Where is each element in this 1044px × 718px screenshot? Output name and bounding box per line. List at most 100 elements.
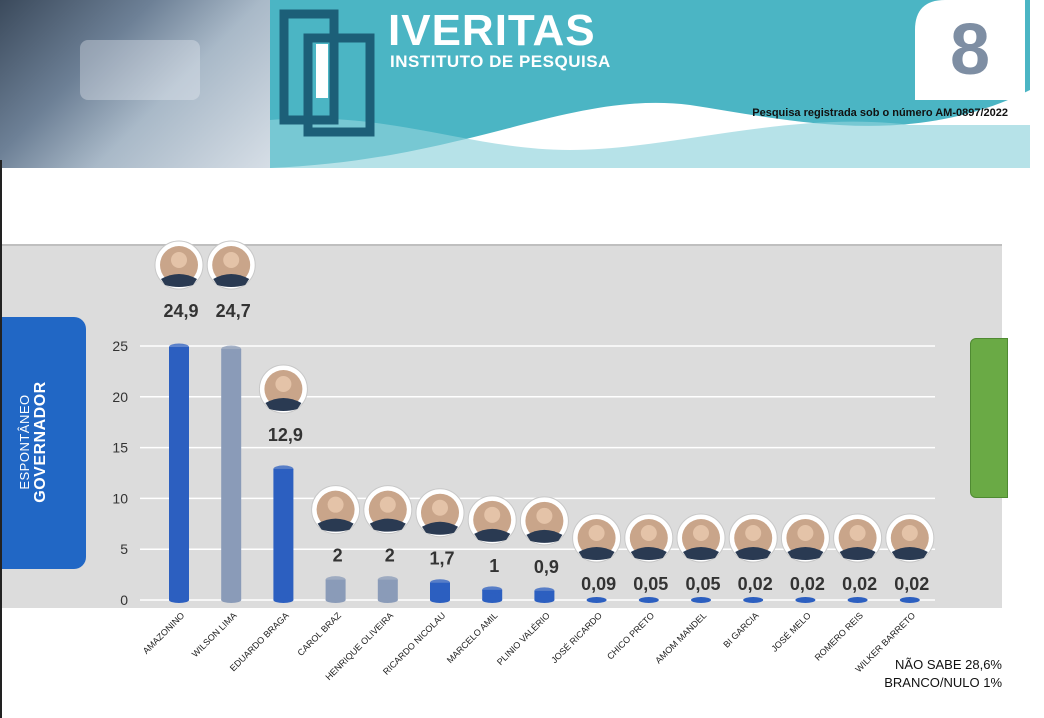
bar-top xyxy=(325,576,346,584)
candidate-suit xyxy=(265,398,302,411)
header-band xyxy=(270,0,1030,168)
candidate-head xyxy=(640,525,657,541)
bar xyxy=(534,590,555,600)
candidate-head xyxy=(536,507,553,524)
y-tick-label: 15 xyxy=(112,440,128,456)
candidate-suit xyxy=(474,528,511,542)
data-label: 2 xyxy=(333,546,343,566)
bar-base xyxy=(847,597,868,603)
y-tick-label: 10 xyxy=(112,490,128,506)
bar-top xyxy=(377,576,398,584)
candidate-head xyxy=(693,525,709,541)
candidate-suit xyxy=(891,547,928,560)
candidate-head xyxy=(275,376,292,392)
bar xyxy=(482,589,503,600)
candidate-head xyxy=(588,525,605,541)
candidate-suit xyxy=(578,547,615,560)
data-label: 1 xyxy=(489,556,499,576)
candidate-suit xyxy=(161,274,197,287)
bar-base xyxy=(743,597,764,603)
bar-base xyxy=(795,597,816,603)
bar-base xyxy=(221,597,242,603)
x-tick-label: AMAZONINO xyxy=(141,610,187,656)
data-label: 2 xyxy=(385,546,395,566)
nao-sabe-note: NÃO SABE 28,6% xyxy=(895,657,1002,672)
candidate-head xyxy=(484,506,501,523)
data-label: 0,02 xyxy=(894,574,929,594)
y-tick-label: 5 xyxy=(120,541,128,557)
logo-subtitle: INSTITUTO DE PESQUISA xyxy=(390,52,611,71)
branco-nulo-note: BRANCO/NULO 1% xyxy=(884,675,1002,690)
bar-base xyxy=(169,597,189,603)
x-tick-label: MARCELO AMIL xyxy=(445,610,500,665)
candidate-suit xyxy=(735,547,772,560)
candidate-head xyxy=(849,525,866,541)
x-tick-label: BI GARCIA xyxy=(721,610,760,649)
data-label: 0,09 xyxy=(581,574,616,594)
data-label: 0,05 xyxy=(685,574,720,594)
candidate-head xyxy=(327,496,344,513)
bar-top xyxy=(169,343,189,351)
candidate-head xyxy=(223,252,240,268)
bar-top xyxy=(534,587,555,595)
candidate-suit xyxy=(526,529,563,543)
candidate-head xyxy=(379,496,396,513)
bar xyxy=(169,347,189,600)
data-label: 1,7 xyxy=(429,549,454,569)
data-label: 24,9 xyxy=(163,301,198,321)
x-tick-label: PLINIO VALÉRIO xyxy=(495,610,552,667)
bar-top xyxy=(482,586,503,594)
bar-base xyxy=(482,597,503,603)
green-side-tab xyxy=(970,338,1008,498)
x-tick-label: JOSÉ MELO xyxy=(769,610,812,653)
header-photo xyxy=(0,0,270,168)
bar xyxy=(325,579,346,600)
data-label: 0,02 xyxy=(738,574,773,594)
bar-top xyxy=(273,465,294,473)
page-border xyxy=(0,160,2,718)
bar-base xyxy=(638,597,659,603)
bar-base xyxy=(273,597,294,603)
candidate-suit xyxy=(422,521,458,535)
candidate-head xyxy=(797,525,814,541)
notes: NÃO SABE 28,6% BRANCO/NULO 1% xyxy=(884,656,1002,692)
logo-mark-inner xyxy=(303,33,375,137)
x-tick-label: WILSON LIMA xyxy=(190,610,239,659)
logo-title: IVERITAS xyxy=(388,6,596,55)
candidate-suit xyxy=(369,518,406,532)
candidate-suit xyxy=(630,547,667,560)
x-tick-label: JOSÉ RICARDO xyxy=(549,610,604,665)
data-label: 0,02 xyxy=(842,574,877,594)
candidate-suit xyxy=(787,547,824,560)
registration-text: Pesquisa registrada sob o número AM-0897… xyxy=(752,107,1008,119)
candidate-head xyxy=(745,525,762,541)
candidate-head xyxy=(901,525,918,541)
bar-top xyxy=(221,345,242,353)
bar-base xyxy=(586,597,607,603)
data-label: 12,9 xyxy=(268,425,303,445)
side-tab: ESPONTÂNEO GOVERNADOR xyxy=(2,317,86,569)
data-label: 0,05 xyxy=(633,574,668,594)
candidate-suit xyxy=(317,518,354,532)
bar-base xyxy=(691,597,711,603)
data-label: 0,9 xyxy=(534,557,559,577)
x-tick-label: AMOM MANDEL xyxy=(653,610,708,665)
data-label: 0,02 xyxy=(790,574,825,594)
x-tick-label: CAROL BRAZ xyxy=(296,610,344,658)
candidate-suit xyxy=(683,547,719,560)
page-number-tab xyxy=(915,0,1025,100)
x-tick-label: EDUARDO BRAGA xyxy=(228,610,291,673)
page-number: 8 xyxy=(949,10,991,90)
candidate-head xyxy=(171,252,187,268)
data-label: 24,7 xyxy=(216,301,251,321)
bar-base xyxy=(325,597,346,603)
bar-base xyxy=(534,597,555,603)
bar-base xyxy=(899,597,920,603)
bar-base xyxy=(377,597,398,603)
y-tick-label: 0 xyxy=(120,592,128,608)
y-tick-label: 25 xyxy=(112,338,128,354)
bar xyxy=(430,582,450,600)
candidate-suit xyxy=(839,547,876,560)
